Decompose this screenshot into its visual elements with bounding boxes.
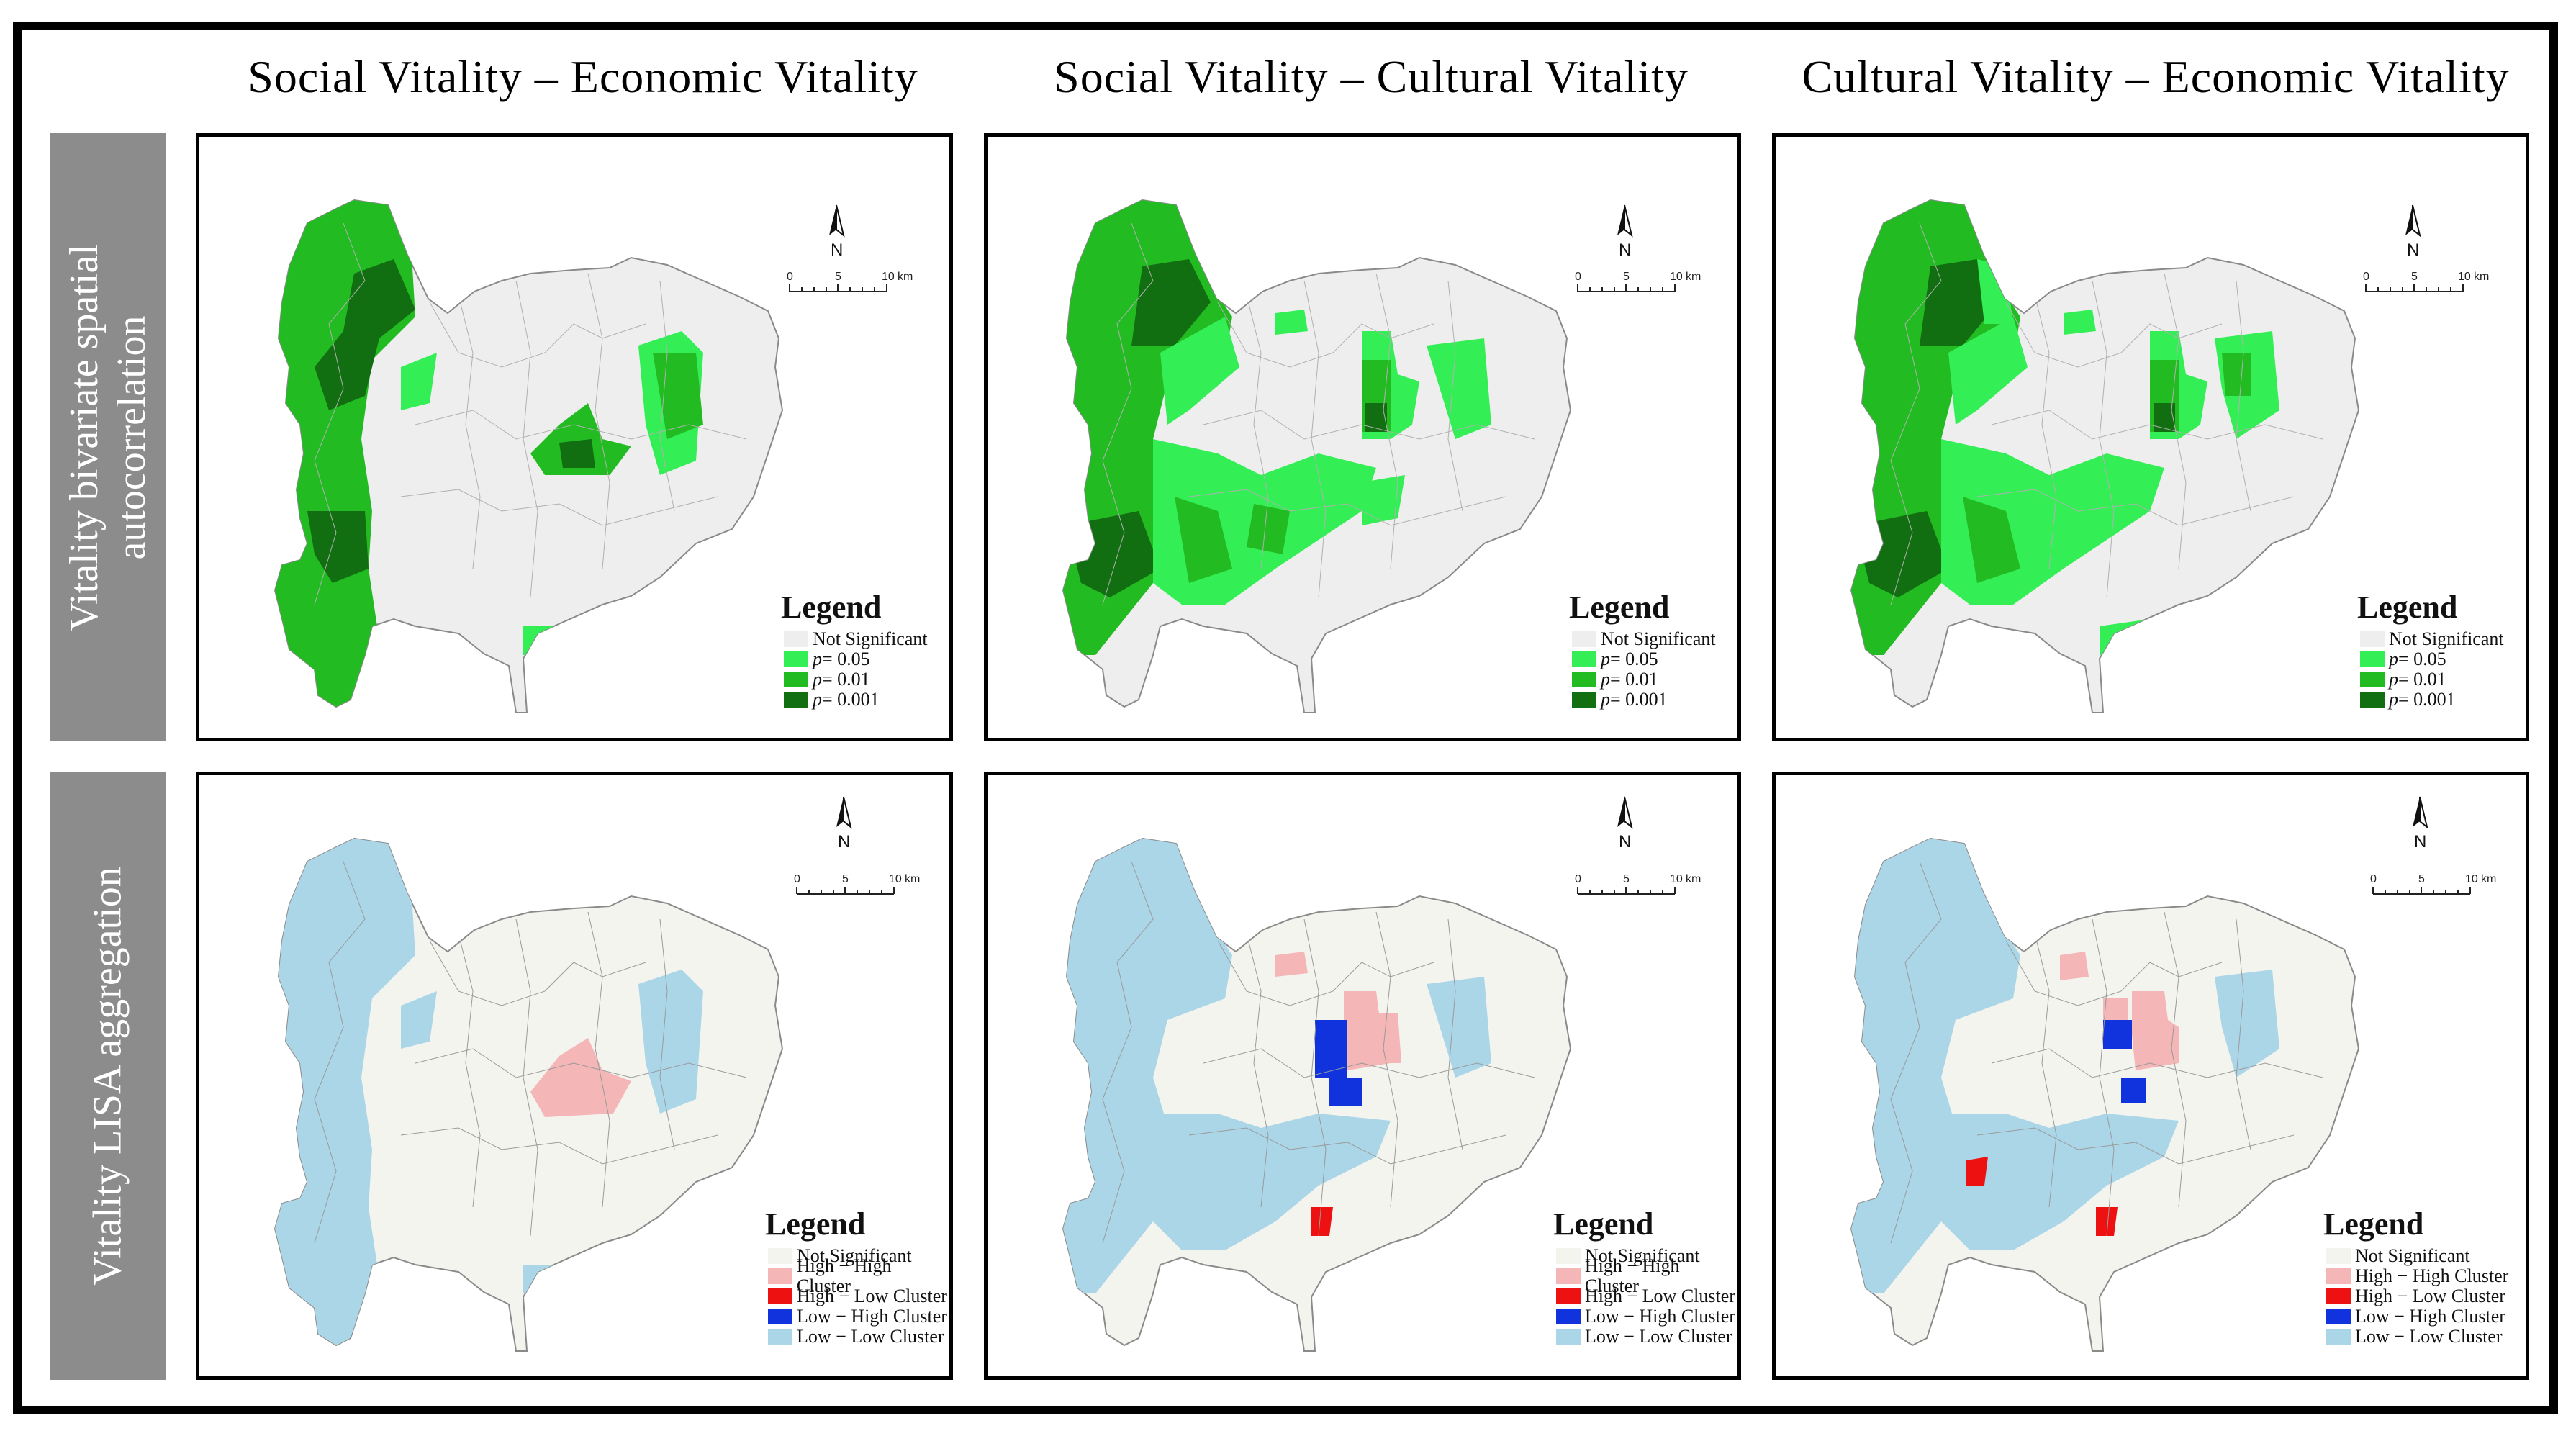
legend-title: Legend — [2323, 1206, 2424, 1242]
legend-bivariate: Legend Not Significant p = 0.05 p = 0.01… — [781, 590, 928, 710]
map-lisa-cultural-economic: N 0 5 10 km Legend Not Significant High … — [1772, 772, 2529, 1380]
svg-text:0: 0 — [2370, 873, 2377, 885]
legend-item-not-significant: Not Significant — [2360, 629, 2504, 649]
column-title-social-cultural: Social Vitality – Cultural Vitality — [1054, 51, 1689, 102]
legend-title: Legend — [781, 590, 882, 625]
svg-text:5: 5 — [835, 271, 841, 283]
map-lisa-social-cultural: N 0 5 10 km Legend Not Significant High … — [984, 772, 1741, 1380]
svg-text:km: km — [1686, 873, 1701, 885]
legend-item-high-high: High − High Cluster — [1556, 1256, 1737, 1296]
svg-text:0: 0 — [794, 873, 800, 885]
scale-bar: 0 5 10 km — [2363, 271, 2489, 292]
legend-item-p005: p = 0.05 — [784, 649, 928, 669]
legend-lisa: Legend Not Significant High − High Clust… — [765, 1206, 949, 1347]
legend-title: Legend — [1569, 590, 1670, 625]
legend-bivariate: Legend Not Significant p = 0.05 p = 0.01… — [1569, 590, 1716, 710]
north-arrow-icon: N — [836, 796, 852, 852]
legend-item-p001: p = 0.01 — [784, 669, 928, 690]
row-label-bivariate: Vitality bivariate spatial autocorrelati… — [50, 133, 166, 741]
svg-text:10: 10 — [2458, 271, 2471, 283]
svg-text:N: N — [2414, 832, 2426, 852]
legend-bivariate: Legend Not Significant p = 0.05 p = 0.01… — [2357, 590, 2504, 710]
legend-item-p001: p = 0.01 — [2360, 669, 2504, 690]
scale-bar: 0 5 10 km — [787, 271, 913, 292]
svg-text:5: 5 — [1623, 271, 1630, 283]
svg-text:0: 0 — [1575, 873, 1581, 885]
legend-item-not-significant: Not Significant — [1556, 1246, 1737, 1266]
svg-text:km: km — [898, 271, 913, 283]
svg-text:10: 10 — [882, 271, 895, 283]
legend-item-not-significant: Not Significant — [1572, 629, 1716, 649]
map-bivariate-cultural-economic: N 0 5 10 km Legend Not Significant p = 0… — [1772, 133, 2529, 741]
column-title-social-economic: Social Vitality – Economic Vitality — [248, 51, 918, 102]
legend-item-high-high: High − High Cluster — [2326, 1266, 2508, 1286]
legend-item-not-significant: Not Significant — [768, 1246, 949, 1266]
svg-text:N: N — [1619, 240, 1631, 260]
map-bivariate-social-cultural: N 0 5 10 km Legend Not Significant p = 0… — [984, 133, 1741, 741]
legend-item-p001: p = 0.01 — [1572, 669, 1716, 690]
legend-item-high-high: High − High Cluster — [768, 1256, 949, 1296]
map-bivariate-social-economic: N 0 5 10 km Legend Not Significant p = 0… — [196, 133, 953, 741]
row-label-bivariate-line2: autocorrelation — [109, 315, 155, 559]
legend-item-p0001: p = 0.001 — [1572, 690, 1716, 710]
svg-text:5: 5 — [2418, 873, 2425, 885]
scale-bar: 0 5 10 km — [794, 873, 920, 895]
svg-text:N: N — [838, 832, 850, 852]
north-arrow-icon: N — [1617, 204, 1633, 260]
row-label-lisa: Vitality LISA aggregation — [50, 772, 166, 1380]
legend-item-high-low: High − Low Cluster — [1556, 1286, 1737, 1306]
north-arrow-icon: N — [1617, 796, 1633, 852]
svg-text:10: 10 — [2465, 873, 2478, 885]
svg-text:5: 5 — [1623, 873, 1630, 885]
svg-text:5: 5 — [842, 873, 849, 885]
svg-text:km: km — [1686, 271, 1701, 283]
legend-item-low-low: Low − Low Cluster — [768, 1327, 949, 1347]
legend-item-high-low: High − Low Cluster — [2326, 1286, 2508, 1306]
svg-text:0: 0 — [1575, 271, 1581, 283]
svg-text:0: 0 — [2363, 271, 2369, 283]
legend-title: Legend — [1553, 1206, 1654, 1242]
scale-bar: 0 5 10 km — [2370, 873, 2496, 895]
legend-title: Legend — [765, 1206, 866, 1242]
legend-item-p0001: p = 0.001 — [784, 690, 928, 710]
svg-text:10: 10 — [1670, 873, 1683, 885]
row-label-bivariate-line1: Vitality bivariate spatial — [62, 243, 107, 631]
legend-title: Legend — [2357, 590, 2458, 625]
svg-text:10: 10 — [1670, 271, 1683, 283]
scale-bar: 0 5 10 km — [1575, 271, 1701, 292]
scale-bar: 0 5 10 km — [1575, 873, 1701, 895]
svg-text:5: 5 — [2411, 271, 2418, 283]
legend-item-low-low: Low − Low Cluster — [1556, 1327, 1737, 1347]
legend-lisa: Legend Not Significant High − High Clust… — [1553, 1206, 1737, 1347]
svg-text:km: km — [2481, 873, 2496, 885]
north-arrow-icon: N — [2405, 204, 2421, 260]
svg-text:N: N — [2407, 240, 2419, 260]
row-label-lisa-text: Vitality LISA aggregation — [86, 866, 131, 1286]
map-lisa-social-economic: N 0 5 10 km Legend Not Significant High … — [196, 772, 953, 1380]
legend-item-low-high: Low − High Cluster — [1556, 1306, 1737, 1327]
legend-item-not-significant: Not Significant — [2326, 1246, 2508, 1266]
legend-item-low-high: Low − High Cluster — [2326, 1306, 2508, 1327]
legend-item-p005: p = 0.05 — [1572, 649, 1716, 669]
svg-text:km: km — [905, 873, 920, 885]
legend-item-not-significant: Not Significant — [784, 629, 928, 649]
legend-item-p0001: p = 0.001 — [2360, 690, 2504, 710]
legend-lisa: Legend Not Significant High − High Clust… — [2323, 1206, 2508, 1347]
legend-item-p005: p = 0.05 — [2360, 649, 2504, 669]
svg-text:0: 0 — [787, 271, 793, 283]
legend-item-high-low: High − Low Cluster — [768, 1286, 949, 1306]
legend-item-low-high: Low − High Cluster — [768, 1306, 949, 1327]
svg-text:10: 10 — [889, 873, 902, 885]
north-arrow-icon: N — [829, 204, 845, 260]
svg-text:N: N — [831, 240, 843, 260]
legend-item-low-low: Low − Low Cluster — [2326, 1327, 2508, 1347]
svg-text:N: N — [1619, 832, 1631, 852]
north-arrow-icon: N — [2413, 796, 2428, 852]
svg-text:km: km — [2474, 271, 2489, 283]
column-title-cultural-economic: Cultural Vitality – Economic Vitality — [1802, 51, 2510, 102]
